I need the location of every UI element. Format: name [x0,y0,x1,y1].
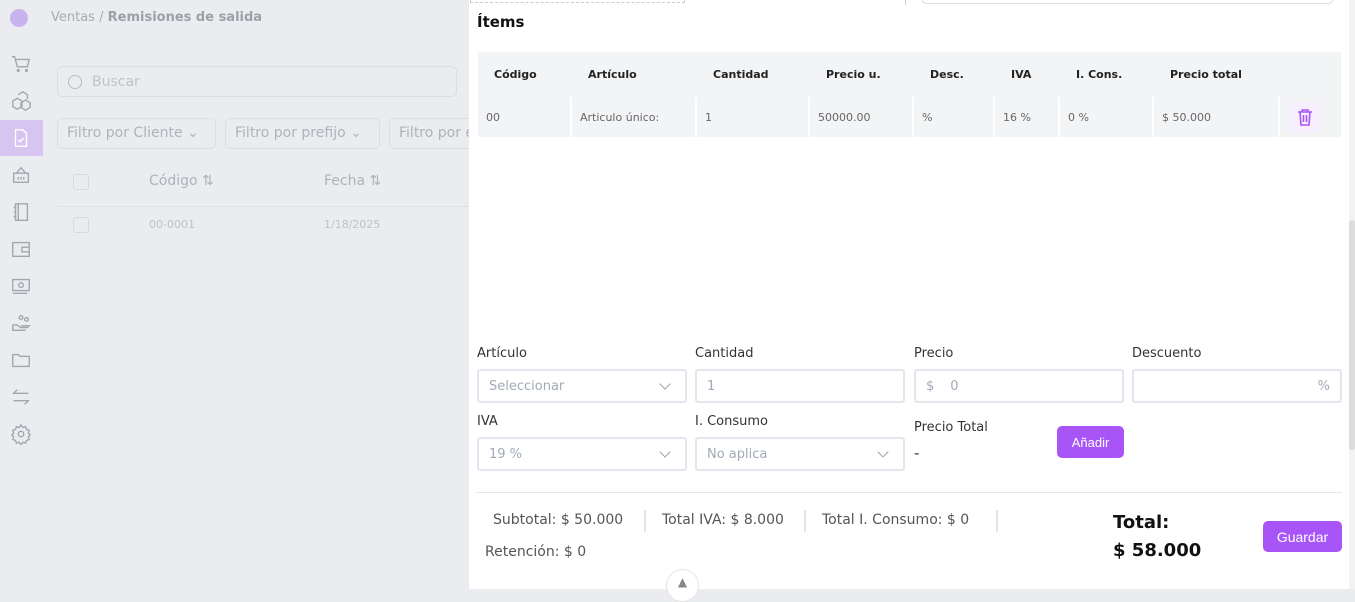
chevron-down-icon [659,446,671,458]
cantidad-label: Cantidad [695,346,754,361]
row-checkbox[interactable] [73,217,89,233]
divider [57,206,469,207]
precio-total-value: - [914,444,920,462]
table-cell: 50000.00 [810,97,914,137]
gear-icon[interactable] [10,423,32,445]
breadcrumb-current: Remisiones de salida [107,10,263,25]
top-input[interactable] [921,0,1334,4]
save-button[interactable]: Guardar [1263,521,1342,552]
descuento-label: Descuento [1132,346,1202,361]
trash-icon [1297,109,1312,126]
column-fecha[interactable]: Fecha ⇅ [324,173,382,189]
devtools-toggle-icon[interactable]: ▲ [666,569,699,602]
select-all-checkbox[interactable] [73,174,89,190]
breadcrumb-parent[interactable]: Ventas [51,10,95,25]
search-icon [68,74,82,89]
filter-other[interactable]: Filtro por e [389,118,479,149]
table-cell: 16 % [995,97,1060,137]
column-codigo[interactable]: Código ⇅ [149,173,214,189]
total-iconsumo: Total I. Consumo: $ 0 [822,512,970,528]
iconsumo-label: I. Consumo [695,414,768,429]
divider [477,492,1342,493]
iva-select[interactable]: 19 % [477,437,687,471]
column-header: Cantidad [713,68,769,81]
column-header: Artículo [588,68,637,81]
cart-icon[interactable] [10,53,32,75]
precio-label: Precio [914,346,954,361]
sidebar [0,0,43,589]
divider [905,0,906,5]
column-header: I. Cons. [1076,68,1123,81]
subtotal: Subtotal: $ 50.000 [493,512,624,528]
scrollbar[interactable] [1349,0,1355,589]
chevron-down-icon [877,446,889,458]
retencion: Retención: $ 0 [485,544,587,560]
app-logo [10,9,28,27]
articulo-select[interactable]: Seleccionar [477,369,687,403]
table-cell: Articulo único: [572,97,697,137]
upload-dropzone[interactable] [470,0,685,3]
basket-icon[interactable] [10,164,32,186]
total-value: $ 58.000 [1113,540,1202,561]
search-input[interactable]: Buscar [57,66,457,97]
table-cell: 1 [697,97,810,137]
table-cell: $ 50.000 [1154,97,1280,137]
notebook-icon[interactable] [10,201,32,223]
iconsumo-select[interactable]: No aplica [695,437,905,471]
wallet-icon[interactable] [10,238,32,260]
row-date: 1/18/2025 [324,218,381,231]
items-table-header [478,52,1341,137]
filter-client[interactable]: Filtro por Cliente ⌄ [57,118,216,149]
breadcrumb: Ventas / Remisiones de salida [51,10,263,25]
articulo-label: Artículo [477,346,527,361]
table-cell: 00 [478,97,572,137]
row-code[interactable]: 00-0001 [149,218,195,231]
cash-icon[interactable] [10,275,32,297]
column-header: Precio u. [826,68,881,81]
total-label: Total: [1113,512,1170,533]
column-header: IVA [1011,68,1032,81]
hand-coins-icon[interactable] [10,312,32,334]
iva-label: IVA [477,414,498,429]
folder-icon[interactable] [10,349,32,371]
column-header: Precio total [1170,68,1242,81]
cantidad-input[interactable]: 1 [695,369,905,403]
column-header: Desc. [930,68,964,81]
table-cell: % [914,97,995,137]
transfer-icon[interactable] [10,386,32,408]
delete-item-button[interactable] [1289,102,1320,132]
table-cell: 0 % [1060,97,1154,137]
boxes-icon[interactable] [10,90,32,112]
precio-total-label: Precio Total [914,420,988,435]
precio-input[interactable]: $0 [914,369,1124,403]
filter-prefix[interactable]: Filtro por prefijo ⌄ [225,118,380,149]
column-header: Código [494,68,537,81]
items-title: Ítems [477,13,525,31]
document-check-icon[interactable] [10,127,32,149]
sidebar-active-highlight [0,120,43,156]
add-item-button[interactable]: Añadir [1057,426,1124,458]
chevron-down-icon [659,378,671,390]
total-iva: Total IVA: $ 8.000 [662,512,784,528]
descuento-input[interactable]: % [1132,369,1342,403]
remision-panel: Ítems Código Artículo Cantidad Precio u. Des… [469,0,1355,602]
